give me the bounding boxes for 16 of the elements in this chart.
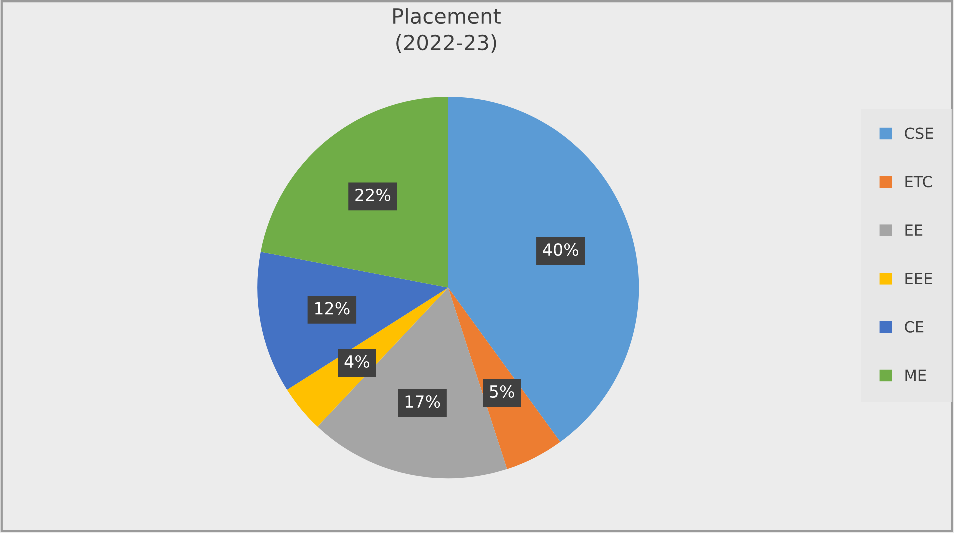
data-label: 5% [490, 385, 514, 398]
chart-title: Placement (2022-23) [394, 8, 501, 54]
data-label: 22% [356, 188, 391, 202]
legend-label: CE [905, 321, 924, 333]
legend-label: ME [906, 370, 926, 382]
data-label: 12% [315, 302, 350, 315]
legend-label: CSE [905, 128, 934, 140]
pie-slice [448, 97, 640, 442]
data-label: 4% [344, 355, 370, 368]
legend-label: ETC [906, 176, 932, 188]
data-label: 40% [543, 243, 578, 256]
data-label: 17% [406, 395, 440, 408]
legend-label: EE [906, 224, 923, 236]
pie-slice [258, 252, 448, 390]
legend-label: EEE [906, 273, 932, 284]
pie-slice [260, 97, 448, 288]
